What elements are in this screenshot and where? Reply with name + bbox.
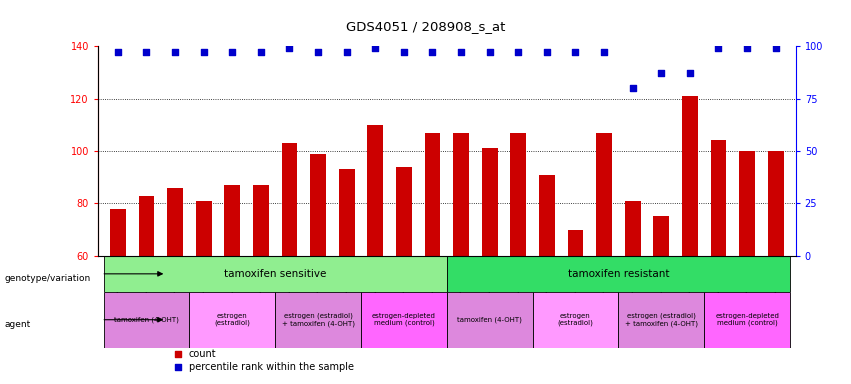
Text: estrogen-depleted
medium (control): estrogen-depleted medium (control) xyxy=(715,313,779,326)
Text: genotype/variation: genotype/variation xyxy=(4,274,90,283)
Text: tamoxifen (4-OHT): tamoxifen (4-OHT) xyxy=(457,316,523,323)
Point xyxy=(625,85,639,91)
Bar xyxy=(533,292,619,348)
Bar xyxy=(282,143,297,256)
Point xyxy=(111,49,125,55)
Point xyxy=(511,49,525,55)
Bar xyxy=(139,195,154,256)
Text: tamoxifen resistant: tamoxifen resistant xyxy=(568,269,669,279)
Bar xyxy=(311,154,326,256)
Point xyxy=(483,49,496,55)
Text: estrogen
(estradiol): estrogen (estradiol) xyxy=(214,313,250,326)
Bar xyxy=(396,167,412,256)
Bar xyxy=(704,292,790,348)
Bar xyxy=(110,209,126,256)
Point xyxy=(654,70,668,76)
Point xyxy=(454,49,468,55)
Point xyxy=(140,49,153,55)
Bar xyxy=(740,151,755,256)
Text: percentile rank within the sample: percentile rank within the sample xyxy=(189,362,353,372)
Bar xyxy=(447,292,533,348)
Bar xyxy=(368,125,383,256)
Bar xyxy=(511,132,526,256)
Bar xyxy=(568,230,583,256)
Bar xyxy=(654,217,669,256)
Point xyxy=(311,49,325,55)
Bar xyxy=(104,256,447,292)
Bar xyxy=(619,292,704,348)
Point xyxy=(740,45,754,51)
Bar xyxy=(167,188,183,256)
Point xyxy=(226,49,239,55)
Point xyxy=(340,49,353,55)
Text: estrogen (estradiol)
+ tamoxifen (4-OHT): estrogen (estradiol) + tamoxifen (4-OHT) xyxy=(625,313,698,327)
Point xyxy=(683,70,697,76)
Point xyxy=(168,49,182,55)
Text: GDS4051 / 208908_s_at: GDS4051 / 208908_s_at xyxy=(346,20,505,33)
Text: estrogen (estradiol)
+ tamoxifen (4-OHT): estrogen (estradiol) + tamoxifen (4-OHT) xyxy=(282,313,355,327)
Text: count: count xyxy=(189,349,216,359)
Bar xyxy=(190,292,275,348)
Bar xyxy=(196,201,212,256)
Point xyxy=(171,364,185,371)
Bar xyxy=(339,169,355,256)
Bar xyxy=(447,256,790,292)
Bar xyxy=(225,185,240,256)
Bar xyxy=(539,175,555,256)
Bar xyxy=(454,132,469,256)
Bar xyxy=(482,148,498,256)
Point xyxy=(368,45,382,51)
Point xyxy=(397,49,411,55)
Point xyxy=(568,49,582,55)
Point xyxy=(711,45,725,51)
Text: estrogen
(estradiol): estrogen (estradiol) xyxy=(557,313,593,326)
Bar xyxy=(425,132,440,256)
Point xyxy=(283,45,296,51)
Bar xyxy=(768,151,784,256)
Bar xyxy=(682,96,698,256)
Point xyxy=(768,45,782,51)
Point xyxy=(540,49,554,55)
Point xyxy=(597,49,611,55)
Text: estrogen-depleted
medium (control): estrogen-depleted medium (control) xyxy=(372,313,436,326)
Text: agent: agent xyxy=(4,320,31,329)
Point xyxy=(197,49,210,55)
Bar xyxy=(275,292,361,348)
Bar xyxy=(253,185,269,256)
Text: tamoxifen (4-OHT): tamoxifen (4-OHT) xyxy=(114,316,179,323)
Text: tamoxifen sensitive: tamoxifen sensitive xyxy=(224,269,327,279)
Point xyxy=(254,49,268,55)
Point xyxy=(171,351,185,357)
Point xyxy=(426,49,439,55)
Bar xyxy=(711,141,727,256)
Bar xyxy=(597,132,612,256)
Bar xyxy=(625,201,641,256)
Bar xyxy=(361,292,447,348)
Bar xyxy=(104,292,190,348)
